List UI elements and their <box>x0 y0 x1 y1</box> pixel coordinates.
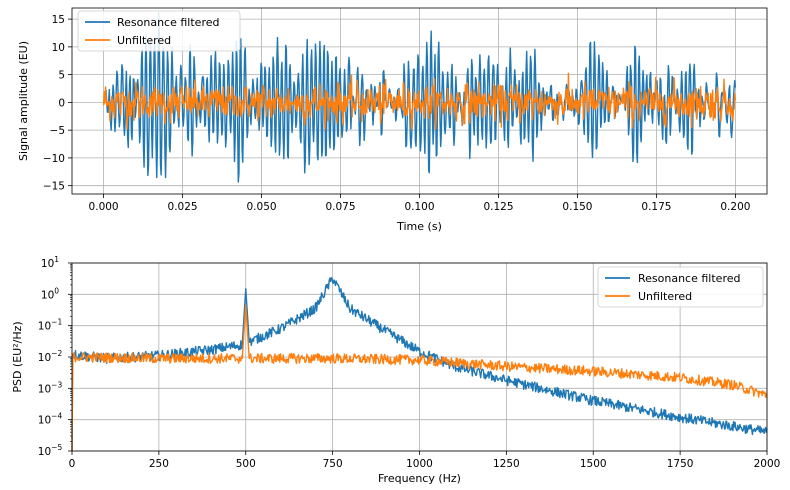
psd-chart-legend: Resonance filtered Unfiltered <box>597 266 764 308</box>
time-chart-legend-box <box>77 10 241 52</box>
time-series-chart: 0.000 0.025 0.050 0.075 0.100 0.125 0.150 0.175… <box>17 7 768 233</box>
series-line-unfiltered <box>102 72 737 130</box>
series-line-resonance-filtered <box>102 11 737 183</box>
time-chart-ylabel: Signal amplitude (EU) <box>17 41 30 161</box>
psd-x-tick-label: 1000 <box>406 458 433 470</box>
time-chart-xlabel: Time (s) <box>396 220 442 233</box>
psd-chart: 0 250 500 750 1000 1250 1500 1750 2000 10−5 10−4 10… <box>11 255 780 485</box>
psd-chart-xlabel: Frequency (Hz) <box>378 472 461 485</box>
psd-x-tick-label: 1750 <box>667 458 694 470</box>
psd-x-tick-label: 750 <box>323 458 343 470</box>
time-y-tick-label: 15 <box>52 14 65 26</box>
psd-chart-series <box>71 276 768 452</box>
time-x-tick-label: 0.175 <box>641 201 671 213</box>
time-y-tick-label: 5 <box>58 70 65 82</box>
time-x-tick-label: 0.150 <box>562 201 592 213</box>
time-x-tick-label: 0.000 <box>89 201 119 213</box>
time-y-tick-label: 0 <box>58 97 65 109</box>
time-chart-series <box>102 11 737 183</box>
time-x-tick-label: 0.125 <box>483 201 513 213</box>
psd-y-tick-label: 100 <box>41 286 59 301</box>
psd-chart-ylabel: PSD (EU²/Hz) <box>11 321 24 392</box>
psd-x-tick-label: 250 <box>149 458 169 470</box>
time-y-tick-label: −10 <box>43 153 65 165</box>
time-x-tick-label: 0.050 <box>247 201 277 213</box>
time-x-tick-label: 0.100 <box>404 201 434 213</box>
psd-x-tick-label: 2000 <box>754 458 781 470</box>
psd-series-line-resonance-filtered <box>71 276 768 452</box>
psd-y-tick-label: 10−5 <box>38 443 63 458</box>
psd-y-tick-label: 10−2 <box>38 349 63 364</box>
legend-label-resonance-filtered: Resonance filtered <box>117 16 219 29</box>
psd-x-tick-label: 1500 <box>580 458 607 470</box>
time-x-tick-label: 0.200 <box>720 201 750 213</box>
psd-legend-label-unfiltered: Unfiltered <box>638 290 692 303</box>
time-x-tick-label: 0.025 <box>168 201 198 213</box>
legend-label-unfiltered: Unfiltered <box>117 34 171 47</box>
psd-legend-label-resonance-filtered: Resonance filtered <box>638 272 740 285</box>
psd-series-line-unfiltered <box>71 304 768 452</box>
psd-x-tick-label: 500 <box>236 458 256 470</box>
time-chart-legend: Resonance filtered Unfiltered <box>77 10 241 52</box>
psd-x-tick-label: 0 <box>69 458 76 470</box>
psd-y-tick-label: 10−4 <box>38 412 63 427</box>
psd-x-tick-label: 1250 <box>493 458 520 470</box>
time-chart-ticks: 0.000 0.025 0.050 0.075 0.100 0.125 0.150 0.175… <box>43 14 751 213</box>
psd-y-tick-label: 10−1 <box>38 318 63 333</box>
time-x-tick-label: 0.075 <box>325 201 355 213</box>
time-y-tick-label: −5 <box>50 125 65 137</box>
psd-y-tick-label: 10−3 <box>38 380 63 395</box>
psd-chart-legend-box <box>597 266 764 308</box>
time-y-tick-label: 10 <box>52 42 65 54</box>
time-y-tick-label: −15 <box>43 181 65 193</box>
psd-y-tick-label: 101 <box>41 255 59 270</box>
psd-chart-ticks: 0 250 500 750 1000 1250 1500 1750 2000 10−5 10−4 10… <box>38 255 781 470</box>
